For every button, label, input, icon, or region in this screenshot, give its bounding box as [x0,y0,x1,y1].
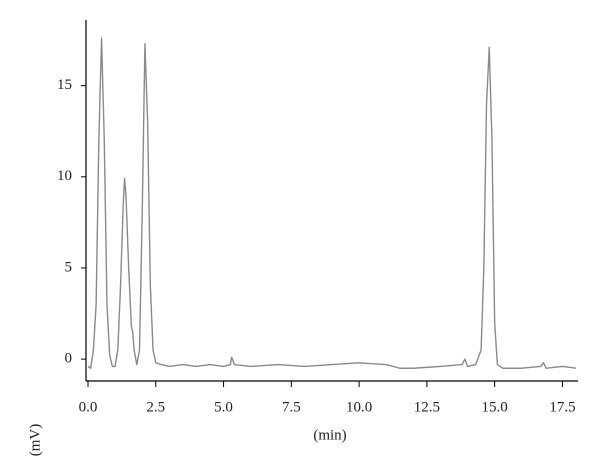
x-tick-label: 2.5 [146,399,165,415]
line-series [87,37,577,369]
x-tick-label: 5.0 [214,399,233,415]
x-tick-label: 10.0 [346,399,372,415]
y-tick-label: 10 [57,168,72,184]
x-tick-label: 7.5 [282,399,301,415]
y-tick-label: 5 [65,259,73,275]
x-tick-label: 15.0 [482,399,508,415]
y-tick-label: 0 [65,351,73,367]
x-axis-label: (min) [313,427,346,443]
x-tick-label: 0.0 [79,399,98,415]
y-axis-label: (mV) [27,424,43,457]
x-tick-label: 12.5 [414,399,440,415]
x-tick-label: 17.5 [549,399,575,415]
y-tick-label: 15 [57,77,72,93]
